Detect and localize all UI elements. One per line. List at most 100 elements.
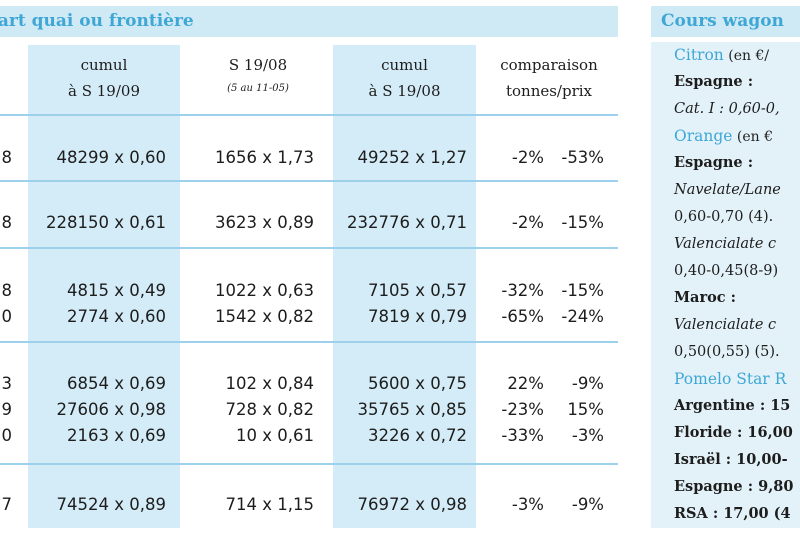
price-line: Orange (en €: [674, 127, 773, 146]
cell-cumul-2008: 5600 x 0,75: [368, 374, 467, 393]
cell-cumul-2009: 2163 x 0,69: [67, 426, 166, 445]
row-cut-value: 3: [1, 374, 13, 393]
price-line-text: Valencialate c: [674, 317, 777, 333]
price-line: Espagne :: [674, 154, 753, 172]
wagon-prices-panel: [651, 42, 800, 528]
row-cut-value: 0: [1, 426, 13, 445]
left-section-header: part quai ou frontière: [0, 6, 618, 37]
cell-cumul-2009: 6854 x 0,69: [67, 374, 166, 393]
cell-cumul-2008: 35765 x 0,85: [357, 400, 467, 419]
cell-cumul-2009: 27606 x 0,98: [56, 400, 166, 419]
cell-cumul-2009: 74524 x 0,89: [56, 495, 166, 514]
column-band-cumul-2008: [333, 45, 476, 528]
cell-comparison-price: -9%: [571, 374, 604, 393]
price-line-text: 0,50(0,55) (5).: [674, 344, 780, 360]
price-line-text: Espagne :: [674, 154, 754, 171]
cell-cumul-2008: 3226 x 0,72: [368, 426, 467, 445]
price-line: Argentine : 15: [674, 397, 790, 415]
row-cut-value: 7: [1, 495, 13, 514]
right-section-header: Cours wagon: [651, 6, 800, 37]
column-header-line: cumul: [381, 56, 428, 74]
cell-cumul-2008: 49252 x 1,27: [357, 148, 467, 167]
cell-comparison-tonnes: -23%: [501, 400, 544, 419]
cell-week-2008: 3623 x 0,89: [215, 213, 314, 232]
price-line-text: Cat. I : 0,60-0,: [674, 101, 780, 117]
price-line-text: Espagne :: [674, 73, 754, 90]
cell-comparison-tonnes: -2%: [511, 213, 544, 232]
price-line: 0,40-0,45(8-9): [674, 262, 778, 280]
cell-comparison-price: -15%: [561, 281, 604, 300]
price-line-text: Floride : 16,00: [674, 424, 793, 441]
price-line: RSA : 17,00 (4: [674, 505, 791, 523]
cell-cumul-2008: 232776 x 0,71: [347, 213, 467, 232]
column-header-comparison: comparaison tonnes/prix: [480, 52, 618, 104]
column-header-line: tonnes/prix: [505, 82, 593, 100]
left-header-text: part quai ou frontière: [0, 11, 194, 31]
cell-week-2008: 1022 x 0,63: [215, 281, 314, 300]
cell-comparison-tonnes: -2%: [511, 148, 544, 167]
price-line: Floride : 16,00: [674, 424, 793, 442]
cell-comparison-price: -53%: [561, 148, 604, 167]
table-rule: [0, 180, 618, 182]
row-cut-value: 8: [1, 148, 13, 167]
column-header-cumul-2009: cumul à S 19/09: [28, 52, 180, 104]
price-line: 0,60-0,70 (4).: [674, 208, 773, 226]
table-rule: [0, 341, 618, 343]
cell-week-2008: 102 x 0,84: [225, 374, 315, 393]
cell-week-2008: 10 x 0,61: [236, 426, 314, 445]
row-cut-value: 0: [1, 307, 13, 326]
cell-comparison-price: 15%: [567, 400, 604, 419]
cell-cumul-2009: 228150 x 0,61: [46, 213, 166, 232]
price-line-text: Valencialate c: [674, 236, 777, 252]
column-header-line: (5 au 11-05): [227, 83, 289, 94]
price-line-text: RSA : 17,00 (4: [674, 505, 791, 522]
price-line: Israël : 10,00-: [674, 451, 788, 469]
row-cut-value: 8: [1, 281, 13, 300]
row-cut-value: 8: [1, 213, 13, 232]
column-band-cumul-2009: [28, 45, 180, 528]
price-line: 0,50(0,55) (5).: [674, 343, 780, 361]
price-line-unit: (en €: [732, 129, 774, 145]
cell-comparison-tonnes: -32%: [501, 281, 544, 300]
price-line-text: Espagne : 9,80: [674, 478, 794, 495]
column-header-week-2008: S 19/08 (5 au 11-05): [186, 52, 330, 100]
cell-cumul-2009: 4815 x 0,49: [67, 281, 166, 300]
price-line-text: Israël : 10,00-: [674, 451, 788, 468]
price-line: Pomelo Star R: [674, 370, 786, 388]
cell-week-2008: 728 x 0,82: [225, 400, 315, 419]
price-line-text: Maroc :: [674, 289, 736, 306]
price-line-text: 0,40-0,45(8-9): [674, 263, 779, 279]
price-line: Citron (en €/: [674, 46, 769, 65]
cell-comparison-price: -9%: [571, 495, 604, 514]
price-line: Espagne : 9,80: [674, 478, 793, 496]
table-rule: [0, 463, 618, 465]
column-header-line: cumul: [80, 56, 128, 74]
cell-cumul-2009: 2774 x 0,60: [67, 307, 166, 326]
cell-cumul-2008: 7819 x 0,79: [368, 307, 467, 326]
table-rule: [0, 114, 618, 116]
cell-comparison-price: -15%: [561, 213, 604, 232]
cell-comparison-price: -3%: [571, 426, 604, 445]
right-header-text: Cours wagon: [661, 11, 784, 31]
price-line-text: 0,60-0,70 (4).: [674, 209, 774, 225]
price-line: Valencialate c: [674, 235, 776, 253]
cell-comparison-tonnes: 22%: [507, 374, 544, 393]
cell-week-2008: 1656 x 1,73: [215, 148, 314, 167]
price-line: Valencialate c: [674, 316, 776, 334]
price-line-text: Citron: [674, 46, 724, 64]
column-header-line: à S 19/08: [368, 82, 441, 100]
price-line-text: Navelate/Lane: [674, 182, 781, 198]
column-header-line: S 19/08: [228, 56, 288, 74]
cell-cumul-2009: 48299 x 0,60: [56, 148, 166, 167]
price-line-unit: (en €/: [723, 48, 770, 64]
cell-cumul-2008: 76972 x 0,98: [357, 495, 467, 514]
column-header-line: à S 19/09: [68, 82, 140, 100]
price-line: Espagne :: [674, 73, 753, 91]
column-header-line: comparaison: [500, 56, 598, 74]
row-cut-value: 9: [1, 400, 13, 419]
price-line-text: Pomelo Star R: [674, 370, 787, 388]
cell-week-2008: 1542 x 0,82: [215, 307, 314, 326]
cell-comparison-tonnes: -33%: [501, 426, 544, 445]
price-line-text: Argentine : 15: [674, 397, 791, 414]
cell-comparison-tonnes: -3%: [511, 495, 544, 514]
